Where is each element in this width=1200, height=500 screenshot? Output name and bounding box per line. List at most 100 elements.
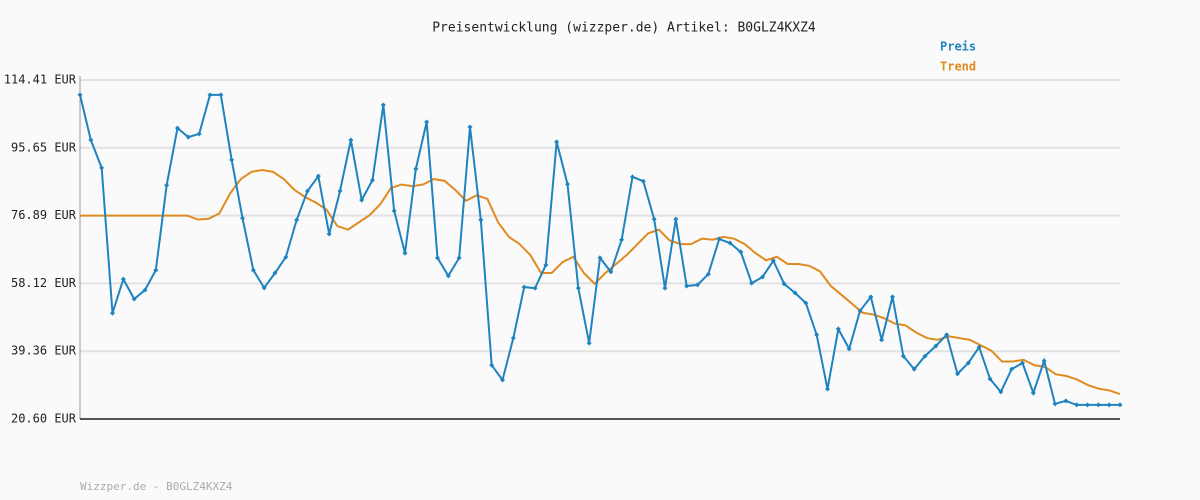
point-marker — [554, 139, 560, 145]
point-marker — [846, 346, 852, 352]
point-marker — [597, 255, 603, 261]
point-marker — [380, 102, 386, 108]
point-marker — [575, 285, 581, 291]
point-marker — [879, 337, 885, 343]
point-marker — [294, 217, 300, 223]
point-marker — [456, 255, 462, 261]
point-marker — [315, 173, 321, 179]
point-marker — [814, 332, 820, 338]
point-marker — [803, 300, 809, 306]
point-marker — [164, 182, 170, 188]
y-tick-label: 20.60 EUR — [11, 412, 77, 426]
y-tick-label: 58.12 EUR — [11, 276, 77, 290]
point-marker — [749, 280, 755, 286]
point-marker — [77, 92, 83, 98]
point-marker — [781, 281, 787, 287]
point-marker — [435, 255, 440, 261]
point-marker — [738, 249, 744, 255]
point-marker — [922, 353, 928, 359]
y-tick-label: 95.65 EUR — [11, 140, 77, 154]
point-marker — [630, 174, 635, 180]
point-marker — [1030, 390, 1036, 396]
point-marker — [467, 124, 473, 130]
point-marker — [1052, 401, 1058, 407]
point-marker — [565, 181, 570, 187]
point-marker — [716, 236, 722, 242]
point-marker — [640, 178, 646, 184]
point-marker — [391, 208, 397, 214]
point-marker — [359, 197, 365, 203]
point-marker — [792, 290, 798, 296]
point-marker — [586, 340, 592, 346]
chart-title: Preisentwicklung (wizzper.de) Artikel: B… — [432, 21, 816, 36]
series-line — [79, 93, 1120, 406]
y-tick-label: 114.41 EUR — [4, 73, 77, 87]
point-marker — [261, 285, 267, 291]
point-marker — [1117, 402, 1123, 408]
point-marker — [857, 308, 863, 314]
point-marker — [608, 269, 614, 275]
point-marker — [705, 271, 711, 277]
point-marker — [500, 377, 505, 383]
point-marker — [413, 166, 419, 172]
point-marker — [250, 267, 256, 273]
point-marker — [532, 285, 538, 291]
point-marker — [337, 188, 343, 194]
point-marker — [131, 296, 137, 302]
point-marker — [1074, 402, 1080, 408]
point-marker — [185, 134, 191, 140]
point-marker — [695, 282, 700, 288]
y-tick-label: 76.89 EUR — [11, 208, 77, 222]
point-marker — [283, 254, 289, 260]
point-marker — [218, 92, 224, 98]
point-marker — [305, 188, 310, 194]
point-marker — [944, 332, 950, 338]
point-marker — [521, 284, 527, 290]
point-marker — [727, 240, 733, 246]
point-marker — [760, 274, 765, 280]
point-marker — [911, 366, 917, 372]
point-marker — [998, 389, 1004, 395]
point-marker — [326, 231, 332, 237]
point-marker — [662, 285, 668, 291]
point-marker — [153, 267, 159, 273]
point-marker — [1085, 402, 1090, 408]
point-marker — [770, 258, 776, 264]
point-marker — [987, 376, 993, 382]
point-marker — [120, 276, 126, 282]
point-marker — [965, 360, 971, 366]
point-marker — [1095, 402, 1101, 408]
point-marker — [1009, 366, 1015, 372]
point-marker — [976, 344, 982, 350]
point-marker — [229, 157, 235, 163]
point-marker — [1020, 360, 1025, 366]
point-marker — [673, 216, 679, 222]
legend-entry: Preis — [940, 40, 976, 54]
point-marker — [370, 177, 375, 183]
point-marker — [890, 294, 895, 300]
point-marker — [900, 353, 906, 359]
point-marker — [240, 215, 245, 221]
point-marker — [402, 250, 408, 256]
point-marker — [110, 310, 115, 316]
y-tick-label: 39.36 EUR — [11, 344, 77, 358]
point-marker — [424, 119, 430, 125]
point-marker — [955, 371, 960, 377]
point-marker — [99, 165, 105, 171]
point-marker — [651, 216, 657, 222]
point-marker — [835, 326, 841, 332]
point-marker — [348, 137, 354, 143]
point-marker — [543, 262, 549, 268]
point-marker — [478, 217, 484, 223]
point-marker — [142, 287, 148, 293]
point-marker — [88, 137, 94, 143]
point-marker — [445, 273, 451, 279]
point-marker — [175, 125, 180, 131]
point-marker — [933, 343, 939, 349]
point-marker — [1063, 398, 1069, 404]
footer: Wizzper.de - B0GLZ4KXZ4 — [80, 480, 233, 493]
point-marker — [272, 270, 278, 276]
legend-entry: Trend — [940, 60, 976, 74]
point-marker — [684, 283, 690, 289]
